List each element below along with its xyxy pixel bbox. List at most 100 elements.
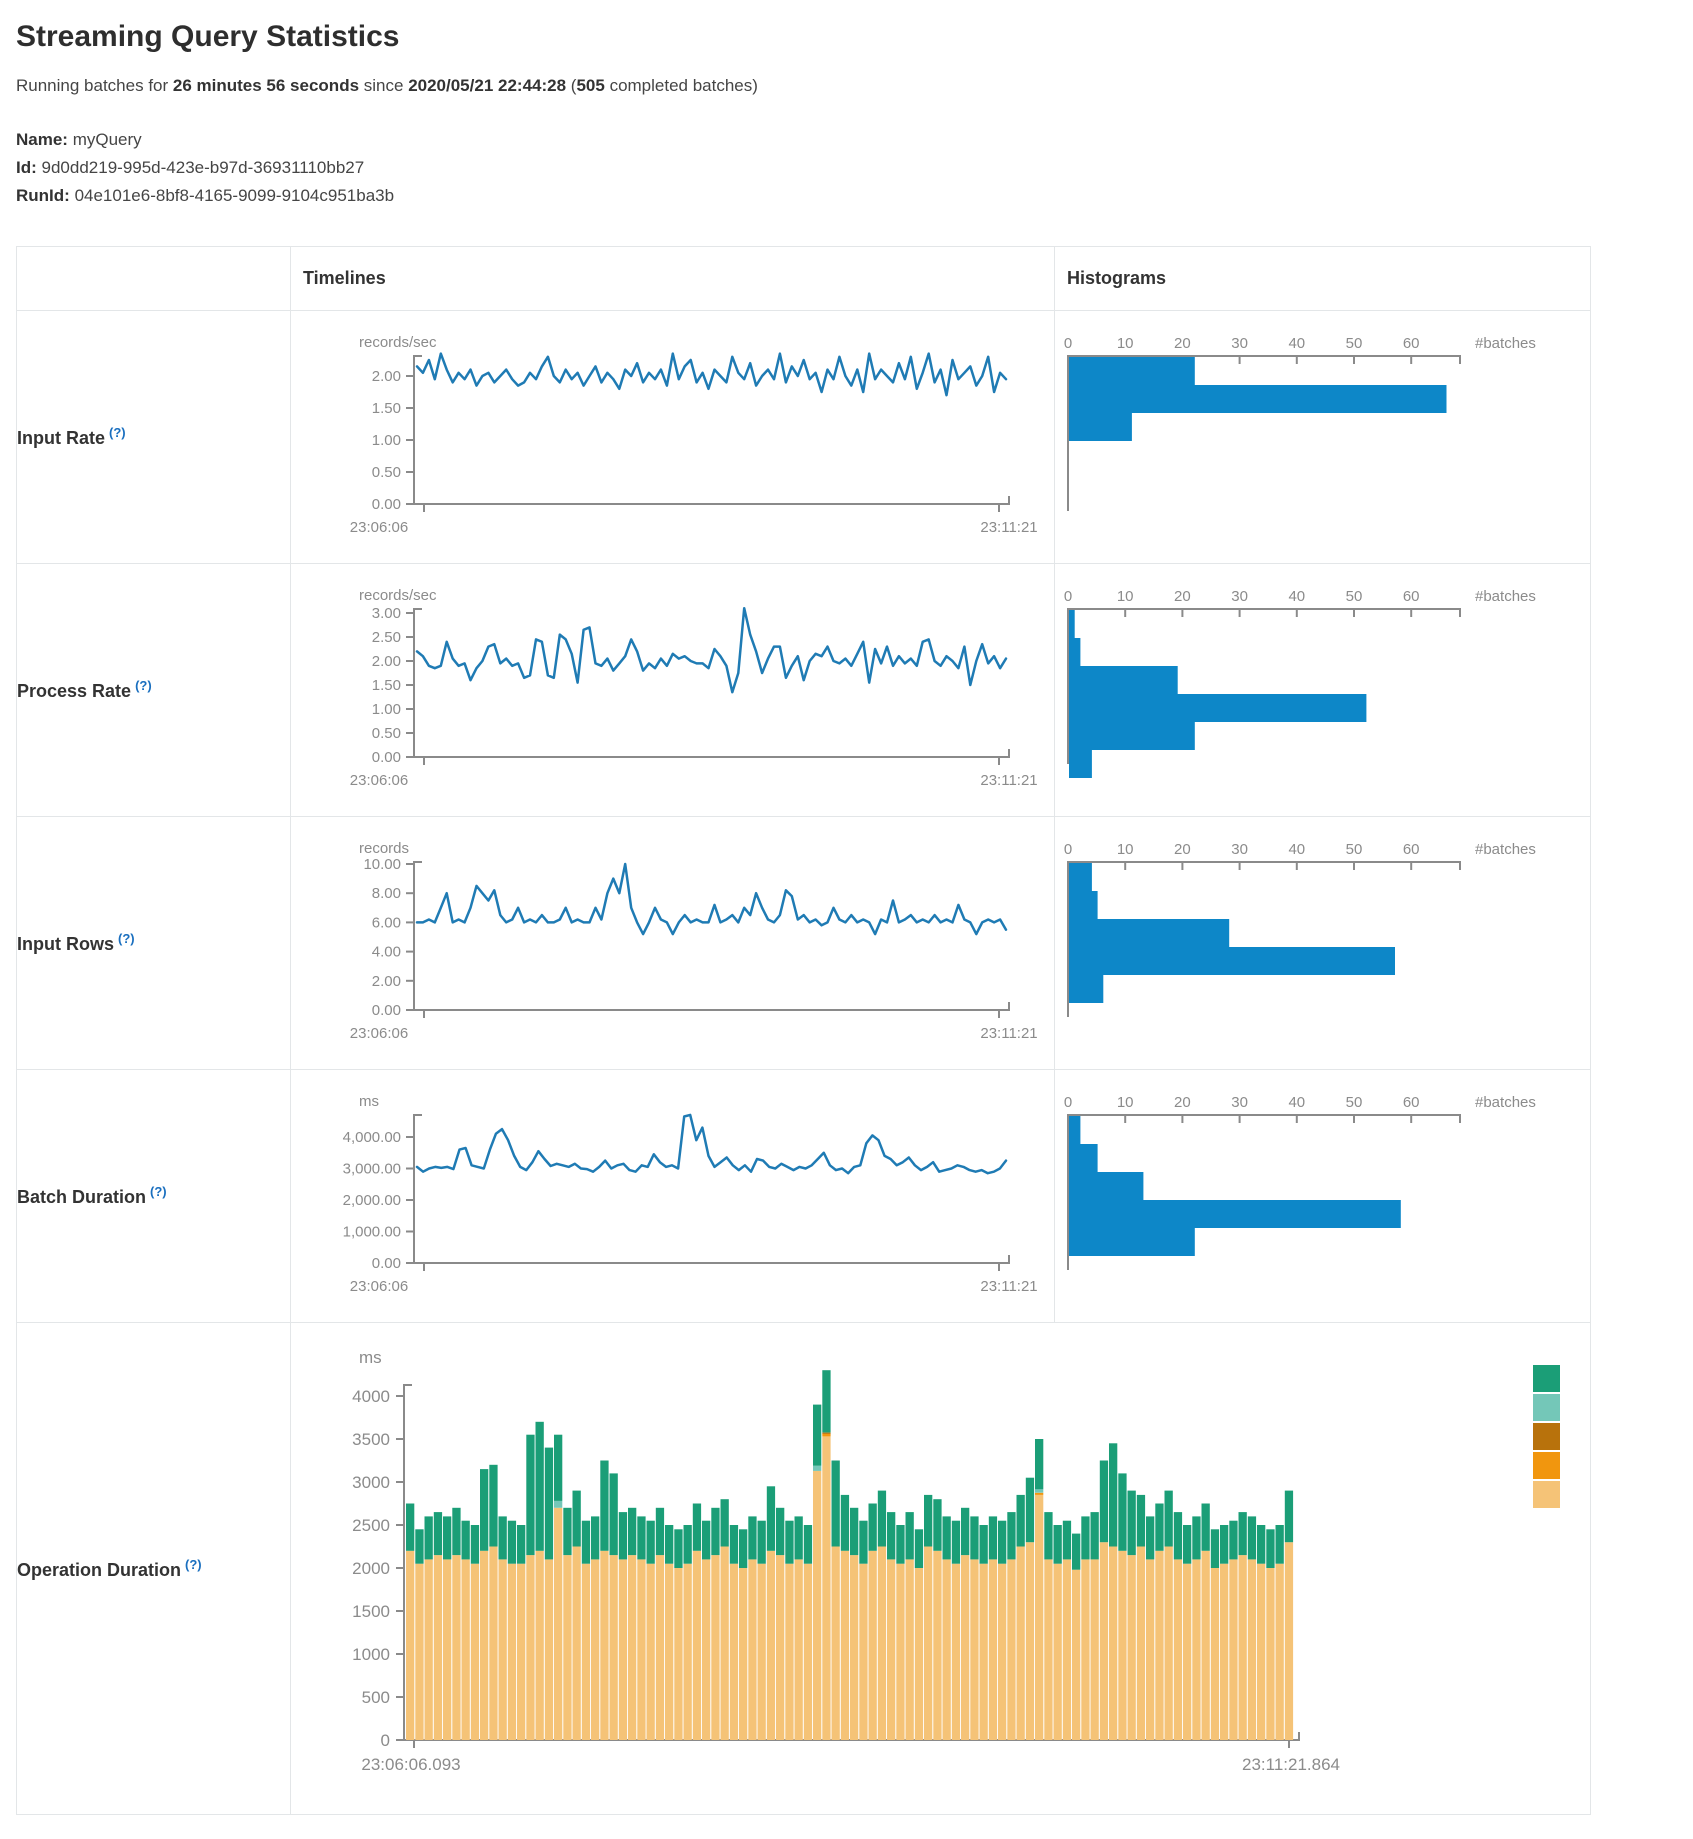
svg-text:records/sec: records/sec xyxy=(359,334,437,351)
svg-text:40: 40 xyxy=(1288,335,1305,352)
svg-text:30: 30 xyxy=(1231,1094,1248,1111)
svg-text:#batches: #batches xyxy=(1475,335,1536,352)
stats-table: Timelines Histograms Input Rate (?) recor… xyxy=(16,246,1591,1815)
row-label-input-rows: Input Rows (?) xyxy=(16,816,291,1070)
svg-text:0.50: 0.50 xyxy=(372,464,401,481)
runid-value: 04e101e6-8bf8-4165-9099-9104c951ba3b xyxy=(74,186,395,205)
svg-text:4,000.00: 4,000.00 xyxy=(343,1129,401,1146)
svg-text:23:06:06: 23:06:06 xyxy=(350,1025,408,1042)
svg-text:23:11:21: 23:11:21 xyxy=(980,1025,1037,1042)
svg-text:0.50: 0.50 xyxy=(372,725,401,742)
input-rate-timeline-cell: records/sec 2.00 1.50 1.00 0.50 0.00 23:06:06 2… xyxy=(290,310,1055,564)
svg-text:0: 0 xyxy=(1064,841,1072,858)
svg-text:6.00: 6.00 xyxy=(372,914,401,931)
svg-text:23:06:06: 23:06:06 xyxy=(350,519,408,536)
svg-text:10: 10 xyxy=(1117,335,1134,352)
svg-text:2,000.00: 2,000.00 xyxy=(343,1192,401,1209)
metric-row-input-rate: Input Rate (?) records/sec 2.00 1.50 1.00 0.5… xyxy=(16,310,1591,564)
corner-cell xyxy=(16,246,291,311)
runid-label: RunId: xyxy=(16,186,70,205)
input-rows-timeline-chart: records 10.00 8.00 6.00 4.00 2.00 0.00 23:06:06… xyxy=(291,817,1054,1067)
svg-text:23:06:06: 23:06:06 xyxy=(350,772,408,789)
metric-row-input-rows: Input Rows (?) records 10.00 8.00 6.00 4.00 2.… xyxy=(16,816,1591,1070)
svg-text:60: 60 xyxy=(1403,841,1420,858)
svg-text:3500: 3500 xyxy=(352,1430,390,1449)
svg-text:20: 20 xyxy=(1174,841,1191,858)
svg-text:2.00: 2.00 xyxy=(372,368,401,385)
help-icon[interactable]: (?) xyxy=(109,425,126,440)
svg-text:2000: 2000 xyxy=(352,1559,390,1578)
svg-text:3.00: 3.00 xyxy=(372,605,401,622)
svg-text:20: 20 xyxy=(1174,1094,1191,1111)
svg-text:23:11:21: 23:11:21 xyxy=(980,772,1037,789)
input-rate-histogram-cell: 0 10 20 30 40 50 60 #batches xyxy=(1054,310,1591,564)
completed-batches-count: 505 xyxy=(576,76,605,95)
row-label-process-rate: Process Rate (?) xyxy=(16,563,291,817)
query-meta: Name: myQuery Id: 9d0dd219-995d-423e-b97… xyxy=(16,126,1693,210)
input-rate-histogram-chart: 0 10 20 30 40 50 60 #batches xyxy=(1055,311,1590,561)
batches-open-paren: ( xyxy=(570,76,577,95)
process-rate-histogram-svg: 0 10 20 30 40 50 60 #batches xyxy=(1064,588,1536,778)
batches-suffix: completed batches) xyxy=(609,76,758,95)
since-word: since xyxy=(363,76,404,95)
column-header-histograms: Histograms xyxy=(1054,246,1591,311)
svg-text:10: 10 xyxy=(1117,841,1134,858)
input-rows-histogram-svg: 0 10 20 30 40 50 60 #batches xyxy=(1064,841,1536,1017)
legend-swatch xyxy=(1533,1365,1560,1392)
svg-text:1.00: 1.00 xyxy=(372,432,401,449)
page-title: Streaming Query Statistics xyxy=(16,20,400,53)
svg-text:0.00: 0.00 xyxy=(372,1255,401,1272)
svg-text:0: 0 xyxy=(381,1731,390,1750)
row-label-input-rate: Input Rate (?) xyxy=(16,310,291,564)
legend-swatch xyxy=(1533,1394,1560,1421)
help-icon[interactable]: (?) xyxy=(135,678,152,693)
running-duration: 26 minutes 56 seconds xyxy=(172,76,360,95)
stats-header-row: Timelines Histograms xyxy=(16,246,1591,311)
svg-text:1.50: 1.50 xyxy=(372,677,401,694)
svg-text:ms: ms xyxy=(359,1348,382,1367)
svg-text:30: 30 xyxy=(1231,841,1248,858)
input-rows-histogram-chart: 0 10 20 30 40 50 60 #batches xyxy=(1055,817,1590,1067)
svg-text:3000: 3000 xyxy=(352,1473,390,1492)
batch-duration-histogram-chart: 0 10 20 30 40 50 60 #batches xyxy=(1055,1070,1590,1320)
id-value: 9d0dd219-995d-423e-b97d-36931110bb27 xyxy=(41,158,365,177)
svg-text:1500: 1500 xyxy=(352,1602,390,1621)
help-icon[interactable]: (?) xyxy=(118,931,135,946)
svg-text:1.00: 1.00 xyxy=(372,701,401,718)
svg-text:30: 30 xyxy=(1231,588,1248,605)
operation-duration-stack-chart: ms 0 500 1000 1500 2000 2500 3000 3500 4000 23:06:… xyxy=(291,1323,1590,1813)
name-label: Name: xyxy=(16,130,68,149)
legend-swatch xyxy=(1533,1452,1560,1479)
svg-text:40: 40 xyxy=(1288,588,1305,605)
svg-text:0.00: 0.00 xyxy=(372,1002,401,1019)
metric-row-batch-duration: Batch Duration (?) ms 4,000.00 3,000.00 2,00… xyxy=(16,1069,1591,1323)
svg-text:1.50: 1.50 xyxy=(372,400,401,417)
svg-text:1000: 1000 xyxy=(352,1645,390,1664)
batch-duration-histogram-cell: 0 10 20 30 40 50 60 #batches xyxy=(1054,1069,1591,1323)
svg-text:2.50: 2.50 xyxy=(372,629,401,646)
query-name-line: Name: myQuery xyxy=(16,126,1693,154)
svg-text:1,000.00: 1,000.00 xyxy=(343,1224,401,1241)
metric-row-process-rate: Process Rate (?) records/sec 3.00 2.50 2.00 1… xyxy=(16,563,1591,817)
batch-duration-timeline-svg: ms 4,000.00 3,000.00 2,000.00 1,000.00 0.00 23… xyxy=(343,1093,1038,1295)
input-rows-histogram-cell: 0 10 20 30 40 50 60 #batches xyxy=(1054,816,1591,1070)
svg-text:0: 0 xyxy=(1064,588,1072,605)
help-icon[interactable]: (?) xyxy=(185,1556,202,1572)
svg-text:2.00: 2.00 xyxy=(372,653,401,670)
help-icon[interactable]: (?) xyxy=(150,1184,167,1199)
svg-text:#batches: #batches xyxy=(1475,841,1536,858)
svg-text:23:11:21: 23:11:21 xyxy=(980,1278,1037,1295)
svg-text:#batches: #batches xyxy=(1475,1094,1536,1111)
svg-text:23:11:21: 23:11:21 xyxy=(980,519,1037,536)
svg-text:23:11:21.864: 23:11:21.864 xyxy=(1242,1755,1340,1774)
legend-swatch xyxy=(1533,1423,1560,1450)
svg-text:23:06:06.093: 23:06:06.093 xyxy=(361,1755,460,1774)
svg-text:0.00: 0.00 xyxy=(372,749,401,766)
running-prefix: Running batches for xyxy=(16,76,169,95)
svg-text:0: 0 xyxy=(1064,1094,1072,1111)
metric-row-operation-duration: Operation Duration (?) ms 0 500 1000 1500 2000… xyxy=(16,1322,1591,1815)
svg-text:4000: 4000 xyxy=(352,1387,390,1406)
svg-text:0: 0 xyxy=(1064,335,1072,352)
svg-text:23:06:06: 23:06:06 xyxy=(350,1278,408,1295)
